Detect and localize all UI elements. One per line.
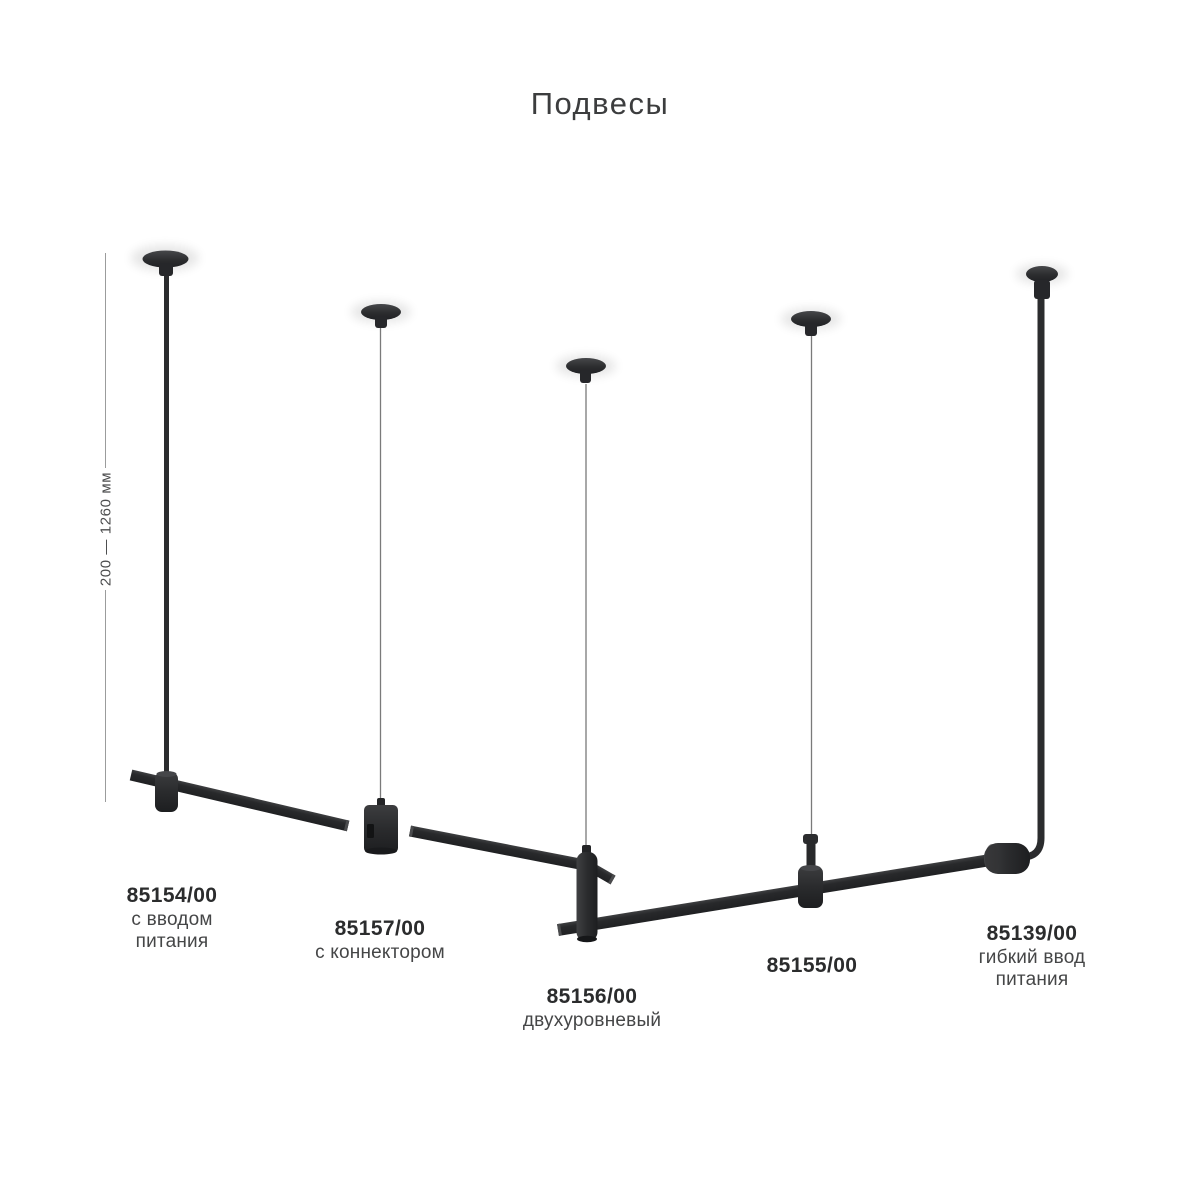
connector-socket <box>367 824 374 838</box>
canopy-stem <box>580 370 591 383</box>
cylinder-nub <box>582 845 591 854</box>
product-code: 85155/00 <box>766 954 858 977</box>
product-code: 85139/00 <box>986 922 1078 945</box>
fitting-top-cap <box>800 865 821 871</box>
ceiling-canopy-icon <box>566 358 606 374</box>
height-range-label: 200 — 1260 мм <box>97 471 115 587</box>
canopy-stem <box>159 263 173 276</box>
connector-body <box>364 805 398 853</box>
page-title: Подвесы <box>530 86 670 121</box>
product-desc: гибкий ввод питания <box>978 947 1086 990</box>
product-label-85156: 85156/00 двухуровневый <box>472 985 712 1032</box>
flexible-power-cable <box>1018 289 1045 861</box>
track-rail-1 <box>129 769 350 832</box>
canopy-stem <box>1034 280 1050 299</box>
ceiling-canopy-icon <box>142 250 189 268</box>
connector-bottom <box>365 847 397 855</box>
track-fitting <box>798 866 823 908</box>
two-level-cylinder <box>576 852 598 941</box>
product-label-85157: 85157/00 с коннектором <box>260 917 500 964</box>
product-desc: с вводом питания <box>131 909 213 952</box>
pendant-85156 <box>566 358 606 943</box>
product-code: 85157/00 <box>334 917 426 940</box>
cylinder-bottom <box>577 935 597 943</box>
power-feed-fitting <box>155 772 178 812</box>
ceiling-canopy-icon <box>791 311 831 327</box>
track-rail-lower <box>557 853 994 936</box>
fitting-top-cap <box>156 771 177 777</box>
canopy-stem <box>805 323 817 336</box>
fitting-stem <box>806 840 816 870</box>
canopy-stem <box>375 316 387 328</box>
cylinder-end-cap <box>985 844 999 872</box>
product-label-85154: 85154/00 с вводом питания <box>52 884 292 953</box>
canopy-shadows <box>131 245 1068 377</box>
product-desc: с коннектором <box>315 942 445 963</box>
product-label-85155: 85155/00 <box>692 954 932 979</box>
pendant-85139 <box>984 266 1058 874</box>
product-code: 85156/00 <box>546 985 638 1008</box>
pendant-85155 <box>791 311 831 908</box>
product-code: 85154/00 <box>126 884 218 907</box>
track-rail-2-stub <box>591 864 616 885</box>
product-desc: двухуровневый <box>522 1010 662 1031</box>
pendant-85157 <box>361 304 401 855</box>
ceiling-canopy-icon <box>361 304 401 320</box>
product-label-85139: 85139/00 гибкий ввод питания <box>912 922 1152 991</box>
track-rail-2 <box>408 825 580 870</box>
pendant-85154 <box>142 250 189 812</box>
ceiling-canopy-icon <box>1026 266 1058 282</box>
